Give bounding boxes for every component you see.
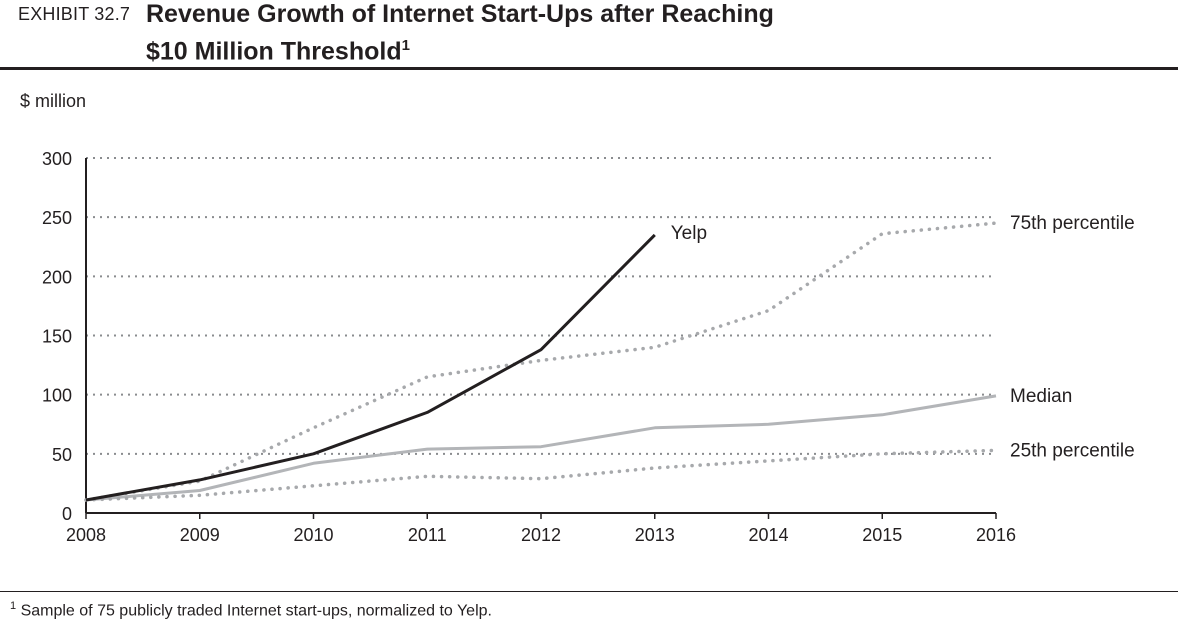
y-tick-label: 50	[52, 445, 72, 465]
series-line-25th-percentile	[84, 448, 998, 502]
y-tick-label: 0	[62, 504, 72, 524]
chart-title: Revenue Growth of Internet Start-Ups aft…	[146, 0, 774, 67]
series-label-25th-percentile: 25th percentile	[1010, 440, 1135, 461]
y-tick-labels: 0 50 100 150 200 250 300	[42, 149, 72, 524]
y-tick-label: 100	[42, 386, 72, 406]
x-tick-label: 2009	[180, 525, 220, 545]
x-tick-label: 2012	[521, 525, 561, 545]
series-lines	[84, 221, 998, 502]
x-tick-label: 2016	[976, 525, 1016, 545]
x-tick-label: 2013	[635, 525, 675, 545]
series-line-75th-percentile	[84, 221, 998, 502]
footnote: 1 Sample of 75 publicly traded Internet …	[10, 600, 492, 620]
series-line-median	[85, 394, 997, 502]
y-unit-label: $ million	[20, 91, 86, 111]
series-label-75th-percentile: 75th percentile	[1010, 213, 1135, 234]
x-tick-label: 2008	[66, 525, 106, 545]
gridlines	[86, 157, 996, 455]
y-tick-label: 150	[42, 327, 72, 347]
top-rule	[0, 67, 1178, 70]
exhibit-label: EXHIBIT 32.7	[18, 4, 131, 24]
x-tick-label: 2010	[293, 525, 333, 545]
x-tick-label: 2011	[408, 525, 447, 545]
footnote-text: Sample of 75 publicly traded Internet st…	[20, 602, 492, 620]
y-tick-label: 250	[42, 208, 72, 228]
y-tick-label: 200	[42, 267, 72, 287]
series-labels: 75th percentile Median 25th percentile Yelp	[671, 213, 1135, 461]
chart-title-line1: Revenue Growth of Internet Start-Ups aft…	[146, 0, 774, 28]
x-tick-label: 2015	[862, 525, 902, 545]
chart-title-line2: $10 Million Threshold	[146, 37, 402, 66]
y-tick-label: 300	[42, 149, 72, 169]
series-line-yelp	[85, 233, 656, 502]
x-tick-label: 2014	[748, 525, 788, 545]
series-label-yelp: Yelp	[671, 223, 707, 244]
x-tick-labels: 2008 2009 2010 2011 2012 2013 2014 2015 2016	[66, 525, 1016, 545]
series-label-median: Median	[1010, 386, 1072, 407]
footnote-mark: 1	[10, 600, 17, 612]
bottom-rule	[0, 591, 1178, 592]
axes	[85, 158, 997, 519]
title-footnote-mark: 1	[401, 37, 410, 54]
